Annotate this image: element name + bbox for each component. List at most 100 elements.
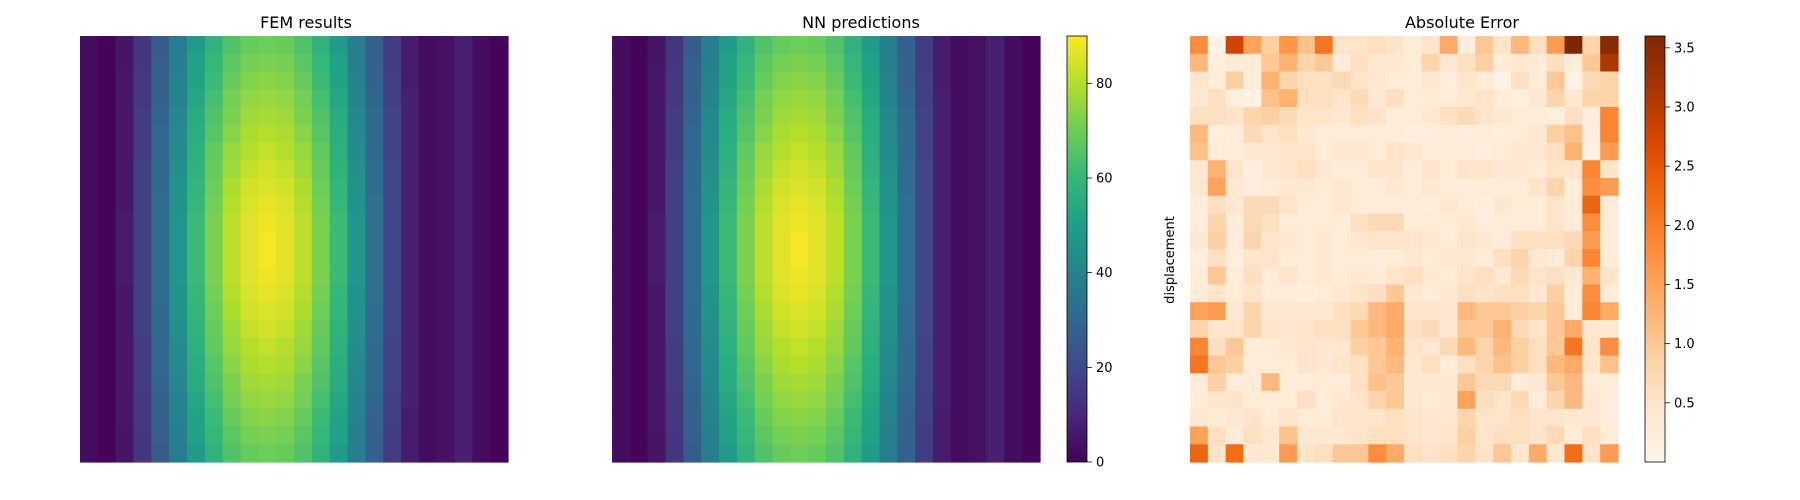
- heatmap-cell: [1475, 231, 1494, 250]
- heatmap-cell: [80, 195, 99, 215]
- heatmap-cell: [454, 213, 473, 232]
- heatmap-cell: [736, 53, 756, 73]
- heatmap-cell: [736, 124, 756, 144]
- heatmap-cell: [1457, 391, 1476, 410]
- heatmap-cell: [950, 142, 970, 161]
- heatmap-cell: [647, 36, 667, 55]
- heatmap-cell: [1279, 355, 1298, 374]
- heatmap-cell: [1493, 71, 1512, 90]
- heatmap-cell: [347, 408, 366, 428]
- heatmap-cell: [418, 124, 438, 144]
- heatmap-cell: [665, 373, 684, 392]
- heatmap-cell: [490, 444, 509, 463]
- heatmap-cell: [968, 89, 988, 108]
- heatmap-cell: [986, 71, 1005, 90]
- heatmap-cell: [843, 426, 863, 445]
- heatmap-cell: [347, 284, 366, 303]
- heatmap-cell: [933, 213, 952, 232]
- heatmap-cell: [365, 302, 384, 321]
- heatmap-cell: [1261, 426, 1280, 445]
- heatmap-cell: [647, 178, 667, 197]
- heatmap-cell: [1475, 89, 1494, 108]
- heatmap-cell: [1004, 444, 1023, 463]
- heatmap-cell: [754, 426, 774, 445]
- heatmap-cell: [808, 124, 827, 144]
- heatmap-cell: [418, 444, 438, 463]
- heatmap-cell: [1332, 337, 1352, 357]
- heatmap-cell: [629, 337, 649, 357]
- heatmap-cell: [1225, 284, 1245, 303]
- heatmap-cell: [1528, 302, 1548, 321]
- heatmap-cell: [986, 284, 1005, 303]
- heatmap-cell: [808, 266, 827, 286]
- heatmap-cell: [276, 71, 295, 90]
- heatmap-cell: [701, 107, 720, 126]
- heatmap-cell: [115, 36, 135, 55]
- heatmap-cell: [365, 426, 384, 445]
- heatmap-cell: [1261, 444, 1280, 463]
- heatmap-cell: [1022, 142, 1041, 161]
- heatmap-cell: [1004, 53, 1023, 73]
- heatmap-cell: [879, 53, 898, 73]
- heatmap-cell: [879, 160, 898, 179]
- heatmap-cell: [1350, 71, 1369, 90]
- heatmap-cell: [1022, 302, 1041, 321]
- heatmap-cell: [1243, 355, 1262, 374]
- heatmap-cell: [1439, 444, 1459, 463]
- heatmap-cell: [490, 53, 509, 73]
- heatmap-cell: [897, 124, 916, 144]
- heatmap-cell: [1457, 231, 1476, 250]
- heatmap-cell: [347, 213, 366, 232]
- heatmap-cell: [258, 373, 277, 392]
- heatmap-cell: [1404, 373, 1423, 392]
- heatmap-cell: [1243, 373, 1262, 392]
- heatmap-cell: [187, 284, 206, 303]
- heatmap-cell: [808, 302, 827, 321]
- heatmap-cell: [629, 213, 649, 232]
- heatmap-cell: [1386, 266, 1405, 286]
- heatmap-cell: [629, 302, 649, 321]
- heatmap-cell: [1600, 142, 1619, 161]
- heatmap-cell: [968, 320, 988, 339]
- heatmap-cell: [1332, 355, 1352, 374]
- heatmap-cell: [97, 36, 117, 55]
- heatmap-cell: [472, 89, 491, 108]
- heatmap-cell: [1600, 320, 1619, 339]
- heatmap-cell: [472, 373, 491, 392]
- heatmap-cell: [1511, 213, 1530, 232]
- heatmap-cell: [701, 53, 720, 73]
- heatmap-cell: [258, 195, 277, 215]
- heatmap-cell: [401, 107, 420, 126]
- heatmap-cell: [1600, 408, 1619, 428]
- heatmap-cell: [1314, 426, 1334, 445]
- heatmap-cell: [276, 391, 295, 410]
- heatmap-cell: [80, 178, 99, 197]
- heatmap-cell: [169, 408, 188, 428]
- heatmap-cell: [80, 213, 99, 232]
- heatmap-cell: [1546, 355, 1566, 374]
- heatmap-cell: [1528, 320, 1548, 339]
- heatmap-cell: [329, 36, 349, 55]
- heatmap-cell: [719, 444, 738, 463]
- heatmap-cell: [826, 195, 845, 215]
- heatmap-cell: [683, 89, 702, 108]
- heatmap-cell: [329, 284, 349, 303]
- heatmap-cell: [1297, 89, 1316, 108]
- heatmap-cell: [1190, 213, 1209, 232]
- heatmap-cell: [490, 124, 509, 144]
- heatmap-cell: [1225, 408, 1245, 428]
- heatmap-cell: [222, 444, 242, 463]
- heatmap-cell: [1493, 266, 1512, 286]
- heatmap-cell: [401, 391, 420, 410]
- colorbar-label-displacement: displacement: [1163, 216, 1178, 304]
- heatmap-cell: [1022, 213, 1041, 232]
- heatmap-cell: [383, 107, 402, 126]
- heatmap-cell: [418, 408, 438, 428]
- heatmap-cell: [311, 266, 331, 286]
- heatmap-cell: [665, 195, 684, 215]
- heatmap-cell: [754, 320, 774, 339]
- heatmap-cell: [915, 107, 934, 126]
- heatmap-cell: [1022, 444, 1041, 463]
- heatmap-cell: [1475, 142, 1494, 161]
- heatmap-cell: [612, 320, 631, 339]
